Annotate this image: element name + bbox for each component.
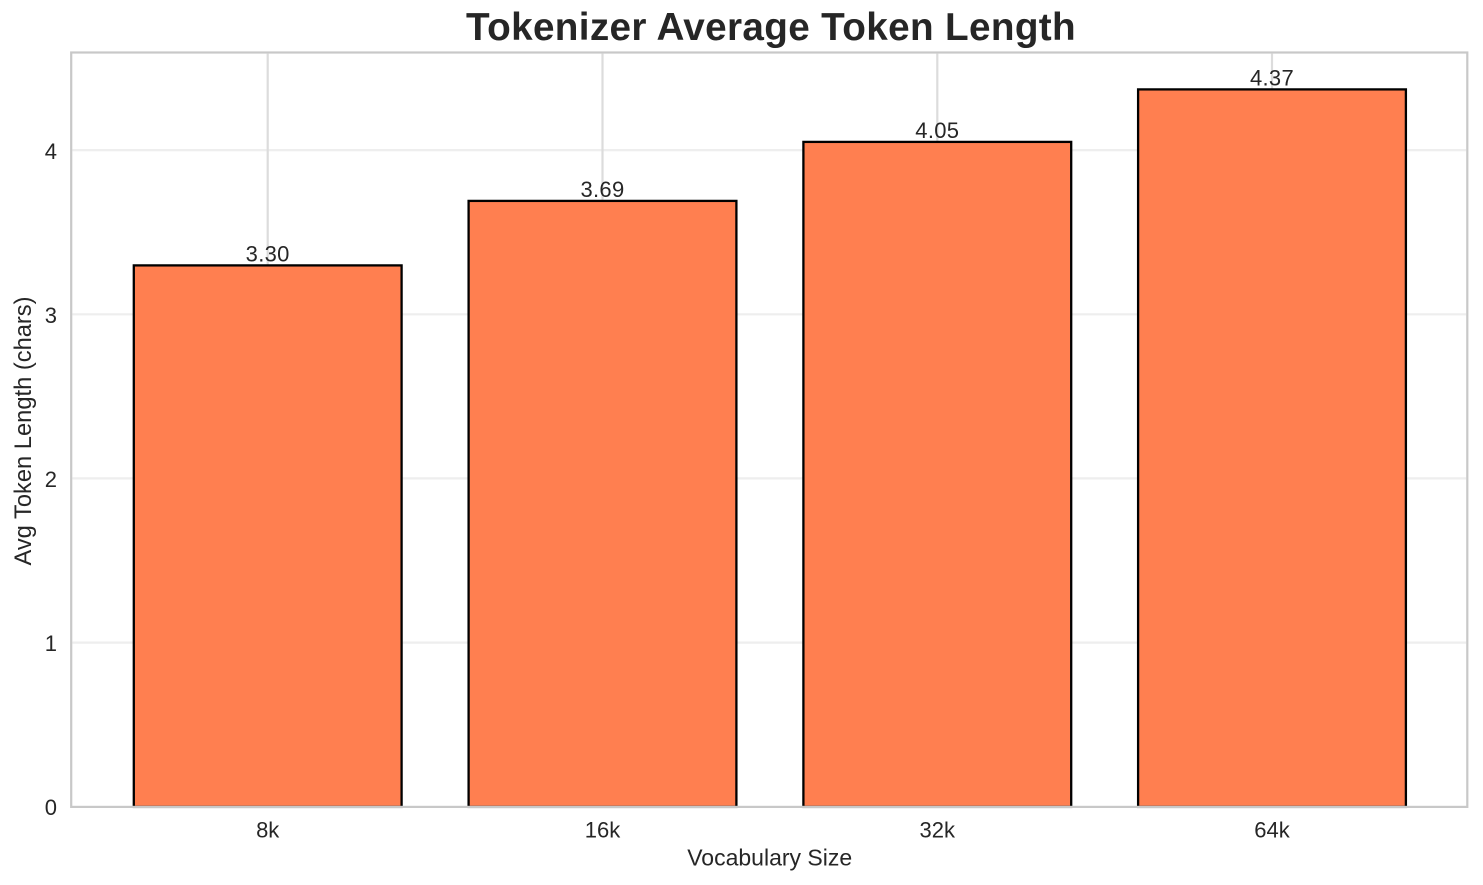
svg-text:3: 3 xyxy=(45,303,57,328)
svg-text:Avg Token Length (chars): Avg Token Length (chars) xyxy=(11,296,37,565)
svg-text:64k: 64k xyxy=(1254,818,1290,843)
svg-text:3.30: 3.30 xyxy=(246,242,290,267)
svg-text:1: 1 xyxy=(45,631,57,656)
svg-text:0: 0 xyxy=(45,795,57,820)
svg-text:16k: 16k xyxy=(585,818,621,843)
svg-text:2: 2 xyxy=(45,467,57,492)
svg-text:3.69: 3.69 xyxy=(580,177,624,202)
svg-text:Tokenizer Average Token Length: Tokenizer Average Token Length xyxy=(466,6,1076,49)
svg-text:8k: 8k xyxy=(256,818,280,843)
svg-text:Vocabulary Size: Vocabulary Size xyxy=(687,844,852,870)
svg-text:4: 4 xyxy=(45,139,57,164)
svg-text:4.05: 4.05 xyxy=(915,118,959,143)
svg-text:32k: 32k xyxy=(920,818,956,843)
svg-text:4.37: 4.37 xyxy=(1250,65,1294,90)
